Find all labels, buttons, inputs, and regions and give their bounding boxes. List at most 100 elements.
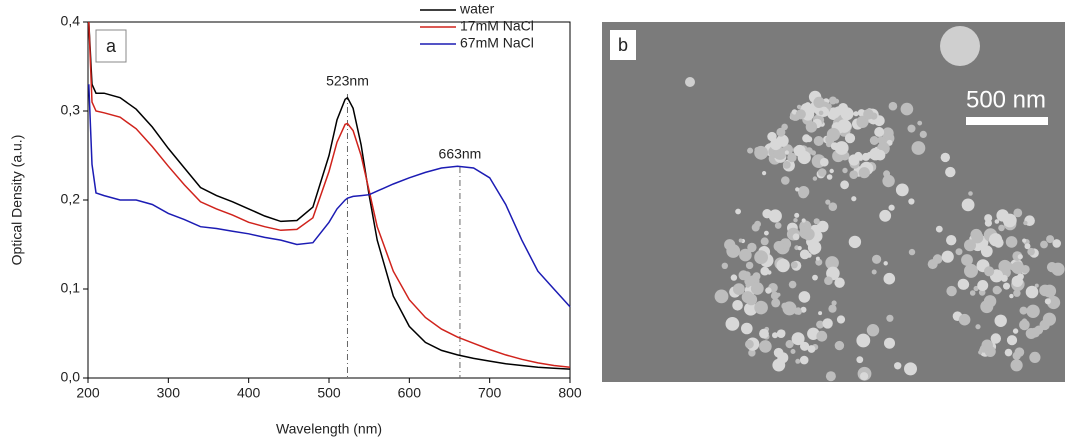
particle [1024,243,1031,250]
particle [888,101,898,111]
particle [884,337,895,349]
particle [773,241,785,252]
y-tick-label: 0,2 [61,191,81,207]
particle [825,256,839,270]
particle [836,315,846,324]
particle [735,208,741,215]
particle [817,168,827,177]
particle [917,120,923,126]
particle [1040,240,1048,249]
particle [776,258,790,273]
particle [882,174,895,188]
particle [750,282,764,295]
panel-label-box [95,29,127,63]
particle [848,235,862,249]
particle [807,327,820,340]
particle [990,333,1001,344]
particle [834,340,845,351]
particle [866,151,873,159]
particle [785,340,794,349]
particle [1047,295,1061,310]
particle [788,280,797,289]
particle [1013,289,1021,297]
particle [813,96,825,108]
particle [825,199,831,205]
particle [907,124,916,133]
particle [869,136,879,145]
particle [908,198,915,205]
annotation-label: 523nm [326,73,369,89]
particle [1019,306,1028,315]
y-tick-label: 0,4 [61,13,81,29]
particle [794,212,800,218]
particle [1006,335,1018,346]
particle [874,127,885,137]
particle [1044,298,1051,305]
particle [834,277,845,288]
particle [816,320,825,329]
particle [1052,239,1061,248]
series-line [88,21,571,370]
particle [1009,293,1014,299]
particle [856,115,869,128]
particle [800,341,810,351]
particle [1029,351,1041,363]
particle [1019,319,1030,331]
particle [790,349,796,354]
particle [871,148,878,155]
particle [732,300,743,311]
particle [856,356,864,364]
particle [872,254,882,264]
particle [810,150,817,156]
particle [911,141,926,155]
particle [908,248,916,256]
particle [1025,328,1037,339]
particle [935,225,943,233]
sem-image [602,22,1065,382]
particle [1025,285,1039,299]
scale-bar [966,117,1048,125]
particle [1039,319,1050,331]
particle [919,130,927,138]
particle [964,239,976,252]
particle [738,238,743,243]
particle [984,219,993,227]
particle [770,291,779,300]
legend-label: 67mM NaCl [460,35,534,51]
particle [802,134,811,143]
particle [760,266,770,276]
particle [904,362,917,376]
particle [940,26,980,66]
particle [818,110,824,116]
particle [807,345,816,353]
particle [853,111,859,117]
particle [1004,348,1013,357]
particle [741,322,753,335]
particle [745,293,758,306]
particle [1005,236,1018,248]
particle [820,157,829,167]
particle [776,329,786,339]
particle [830,142,839,151]
annotation-label: 663nm [439,146,482,162]
particle [759,328,769,339]
particle [805,121,818,133]
particle [879,209,892,222]
particle [1023,220,1028,226]
particle [883,261,888,266]
particle [1010,359,1023,372]
particle [806,253,812,258]
particle [739,248,752,262]
particle [961,198,975,212]
particle [994,219,1000,224]
particle [1026,304,1040,318]
particle [781,302,789,310]
particle [754,300,768,315]
particle [745,282,751,288]
particle [964,263,978,278]
x-axis-label: Wavelength (nm) [276,421,382,437]
particle [866,324,880,337]
particle [1012,351,1021,360]
scale-bar-label: 500 nm [966,86,1046,113]
